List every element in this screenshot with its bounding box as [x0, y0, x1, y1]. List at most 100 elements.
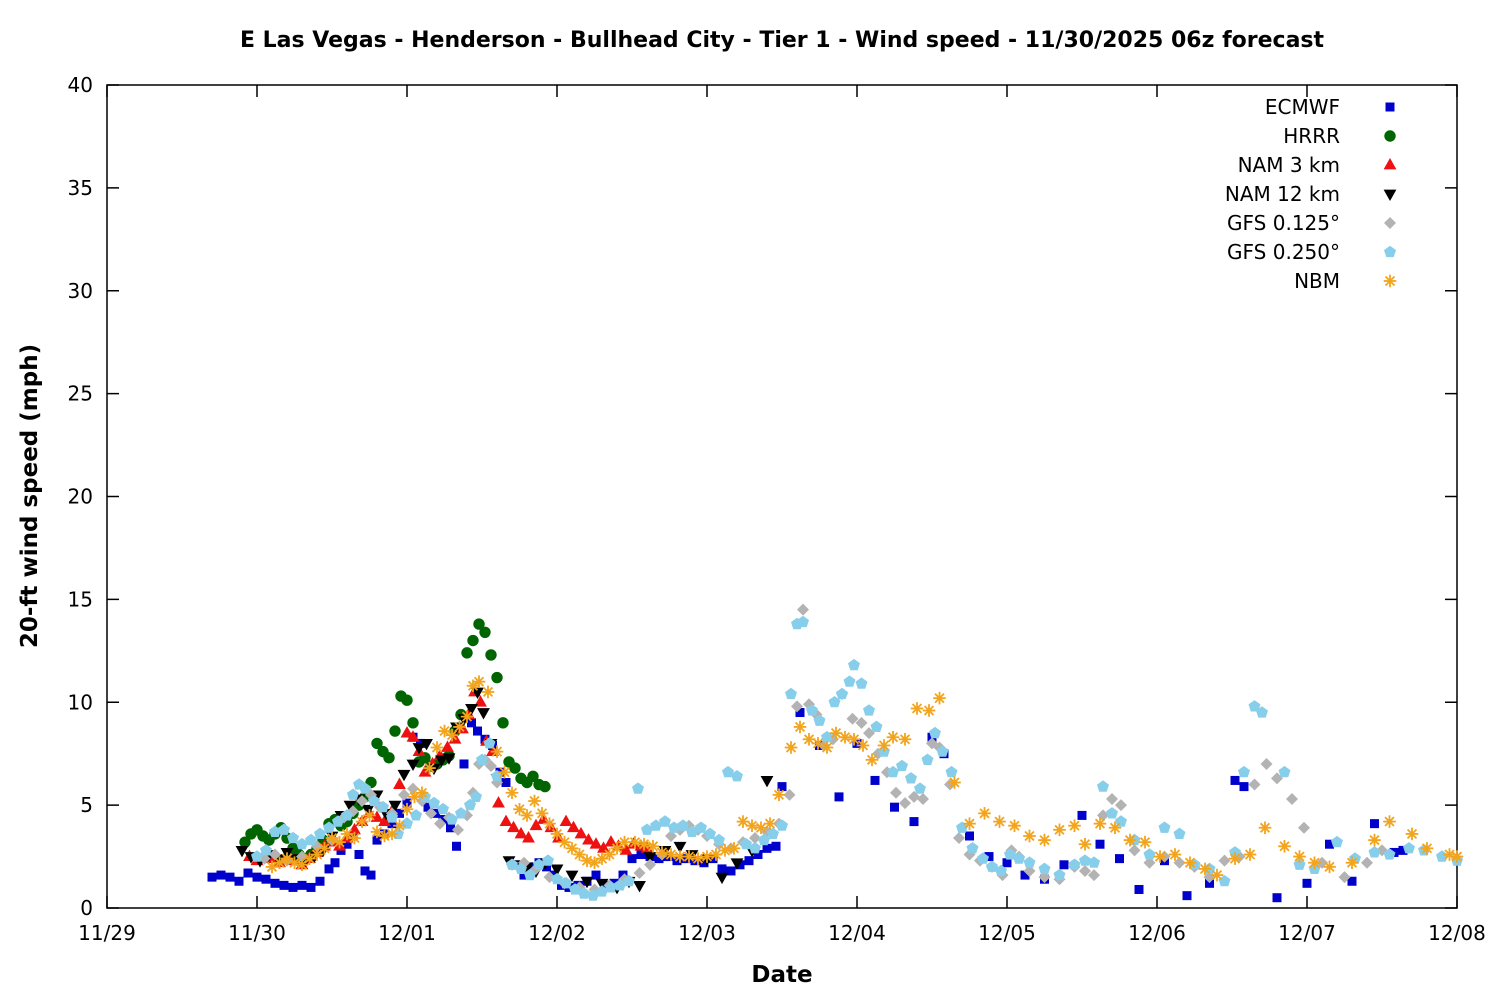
- square-marker: [519, 870, 529, 880]
- triangle-up-marker: [567, 820, 580, 833]
- pentagon-marker: [929, 726, 941, 739]
- pentagon-marker: [368, 794, 380, 807]
- square-marker: [699, 858, 709, 868]
- asterisk-marker: [1199, 863, 1211, 874]
- square-marker: [890, 802, 899, 812]
- pentagon-marker: [995, 864, 1007, 877]
- asterisk-marker: [812, 738, 824, 749]
- x-tick-label: 12/08: [1428, 921, 1486, 945]
- series-nbm: [265, 675, 1464, 882]
- circle-marker: [527, 770, 539, 783]
- asterisk-marker: [281, 853, 293, 864]
- asterisk-marker: [1384, 816, 1395, 827]
- y-tick-label: 0: [80, 896, 93, 920]
- asterisk-marker: [647, 841, 659, 852]
- asterisk-marker: [274, 857, 285, 868]
- square-marker: [1347, 876, 1357, 886]
- square-marker: [636, 850, 646, 860]
- triangle-up-marker: [378, 814, 391, 826]
- plot-frame: [106, 84, 1458, 909]
- circle-marker: [461, 647, 473, 659]
- diamond-marker: [1203, 871, 1216, 884]
- pentagon-marker: [806, 704, 818, 716]
- triangle-up-marker: [492, 796, 505, 808]
- triangle-up-marker: [529, 818, 543, 831]
- asterisk-marker: [1451, 851, 1463, 862]
- square-marker: [423, 802, 433, 812]
- pentagon-marker: [515, 862, 527, 874]
- square-marker: [965, 831, 974, 841]
- asterisk-marker: [454, 721, 465, 733]
- triangle-down-marker: [580, 876, 594, 889]
- pentagon-marker: [966, 842, 979, 854]
- triangle-down-marker: [406, 759, 420, 771]
- legend-label: GFS 0.250°: [1227, 240, 1340, 264]
- diamond-marker: [1023, 864, 1036, 877]
- diamond-marker: [425, 807, 437, 820]
- square-marker: [1239, 782, 1249, 792]
- diamond-marker: [644, 858, 656, 871]
- pentagon-marker: [1013, 852, 1025, 864]
- square-marker: [1398, 845, 1408, 855]
- asterisk-marker: [1346, 857, 1358, 868]
- circle-marker: [407, 717, 419, 729]
- asterisk-marker: [994, 816, 1005, 827]
- pentagon-marker: [749, 842, 761, 854]
- square-marker: [591, 870, 601, 880]
- triangle-down-marker: [435, 755, 448, 767]
- square-marker: [216, 870, 226, 880]
- legend-item-nbm: NBM: [1294, 269, 1397, 293]
- square-marker: [366, 870, 376, 880]
- asterisk-marker: [1279, 841, 1290, 852]
- series-gfs-0-125: [258, 603, 1388, 896]
- square-marker: [324, 864, 334, 874]
- y-tick-label: 5: [80, 793, 93, 817]
- square-marker: [207, 872, 217, 882]
- square-marker: [315, 876, 325, 886]
- asterisk-marker: [473, 676, 485, 687]
- square-marker: [279, 880, 289, 890]
- diamond-marker: [269, 848, 281, 861]
- square-marker: [1077, 810, 1087, 820]
- triangle-down-marker: [565, 870, 579, 883]
- square-marker: [395, 808, 404, 818]
- square-marker: [446, 823, 455, 833]
- pentagon-marker: [596, 885, 608, 897]
- asterisk-marker: [803, 734, 815, 745]
- asterisk-marker: [289, 857, 300, 868]
- diamond-marker: [356, 795, 368, 808]
- triangle-up-marker: [348, 822, 361, 835]
- triangle-up-marker: [597, 841, 610, 853]
- pentagon-marker: [1173, 827, 1186, 839]
- asterisk-marker: [1384, 275, 1396, 287]
- diamond-marker: [1316, 856, 1328, 869]
- asterisk-marker: [356, 816, 368, 827]
- pentagon-marker: [785, 687, 797, 700]
- asterisk-marker: [857, 740, 869, 751]
- triangle-up-marker: [522, 831, 535, 843]
- pentagon-marker: [836, 687, 848, 700]
- square-marker: [252, 872, 262, 882]
- asterisk-marker: [746, 820, 758, 831]
- square-marker: [330, 858, 340, 868]
- pentagon-marker: [614, 879, 626, 891]
- pentagon-marker: [921, 753, 934, 765]
- square-marker: [654, 854, 664, 864]
- asterisk-marker: [467, 680, 479, 691]
- asterisk-marker: [1079, 839, 1091, 850]
- diamond-marker: [863, 727, 875, 740]
- asterisk-marker: [529, 795, 540, 807]
- square-marker: [771, 841, 781, 851]
- asterisk-marker: [1259, 822, 1271, 833]
- asterisk-marker: [409, 791, 420, 802]
- circle-marker: [509, 762, 521, 774]
- triangle-up-marker: [544, 820, 558, 833]
- asterisk-marker: [794, 721, 806, 733]
- pentagon-marker: [560, 877, 572, 889]
- diamond-marker: [1128, 844, 1141, 857]
- pentagon-marker: [677, 819, 689, 831]
- diamond-marker: [791, 700, 803, 713]
- triangle-up-marker: [619, 843, 633, 855]
- circle-marker: [383, 752, 395, 764]
